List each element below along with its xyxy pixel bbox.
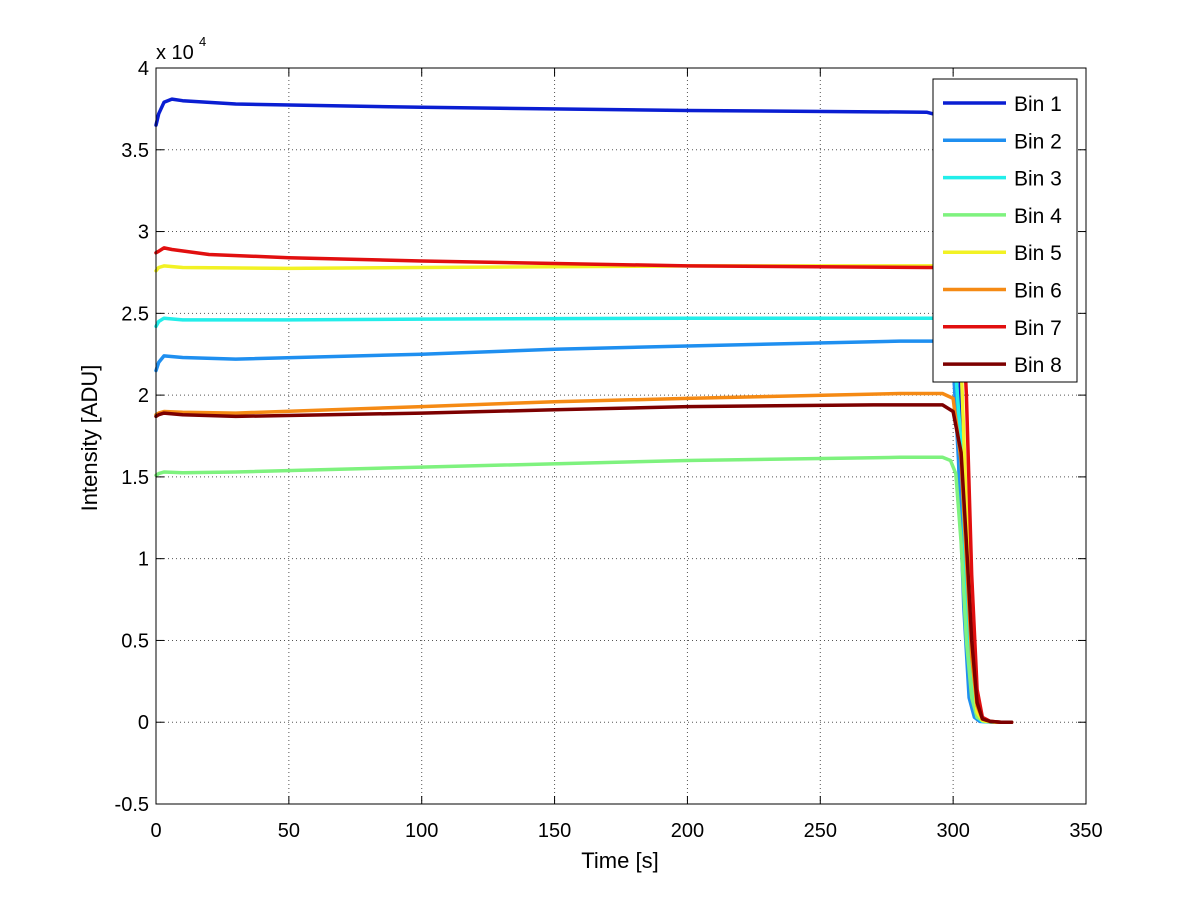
axis-ticks: 0 50 100 150 200 250 300 350-0.500.511.522.533.…: [115, 58, 1103, 842]
legend-label-bin-3: Bin 3: [1014, 168, 1062, 191]
plot-background: [156, 68, 1086, 804]
x-tick-label: 100: [405, 820, 438, 842]
legend-label-bin-7: Bin 7: [1014, 317, 1062, 340]
y-tick-label: 2: [138, 385, 149, 407]
y-axis-exponent: x 10: [156, 42, 194, 64]
x-tick-label: 0: [150, 820, 161, 842]
legend: Bin 1 Bin 2 Bin 3 Bin 4 Bin 5 Bin 6 Bin 7 Bin 8: [932, 78, 1078, 383]
x-tick-label: 150: [538, 820, 571, 842]
grid-lines: [156, 68, 1086, 804]
y-tick-label: -0.5: [115, 794, 149, 816]
x-tick-label: 350: [1069, 820, 1102, 842]
legend-label-bin-2: Bin 2: [1014, 130, 1062, 153]
x-axis-label: Time [s]: [581, 848, 658, 873]
y-tick-label: 4: [138, 58, 149, 80]
x-tick-label: 300: [936, 820, 969, 842]
y-tick-label: 1: [138, 549, 149, 571]
x-tick-label: 50: [278, 820, 300, 842]
y-axis-label: Intensity [ADU]: [77, 365, 102, 512]
y-tick-label: 1.5: [121, 467, 149, 489]
legend-label-bin-4: Bin 4: [1014, 205, 1062, 228]
series-line-bin-4: [154, 455, 1014, 724]
legend-label-bin-5: Bin 5: [1014, 242, 1062, 265]
legend-label-bin-6: Bin 6: [1014, 280, 1062, 303]
series-line-bin-2: [154, 339, 1014, 724]
x-tick-label: 200: [671, 820, 704, 842]
y-tick-label: 0: [138, 712, 149, 734]
legend-label-bin-1: Bin 1: [1014, 93, 1062, 116]
y-tick-label: 3: [138, 222, 149, 244]
y-axis-exponent-power: 4: [199, 34, 206, 49]
y-tick-label: 3.5: [121, 140, 149, 162]
x-tick-label: 250: [804, 820, 837, 842]
legend-box: [932, 78, 1078, 383]
y-tick-label: 0.5: [121, 630, 149, 652]
series-line-bin-8: [154, 403, 1014, 724]
plot-frame: [155, 67, 1087, 805]
legend-label-bin-8: Bin 8: [1014, 354, 1062, 377]
y-tick-label: 2.5: [121, 303, 149, 325]
